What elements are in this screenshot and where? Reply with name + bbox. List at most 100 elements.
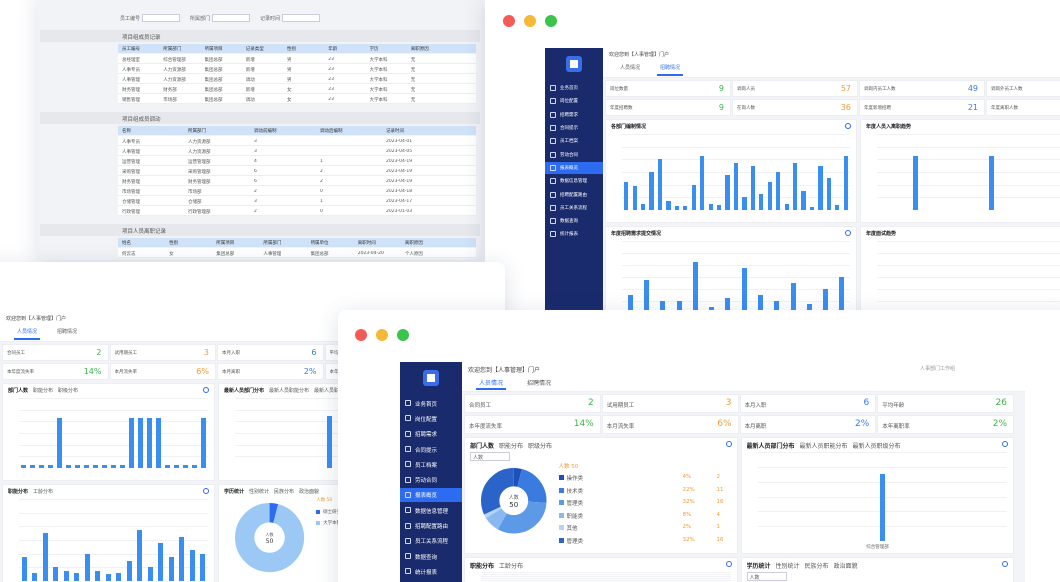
panel-tab[interactable]: 性别统计 — [775, 563, 800, 570]
menu-item[interactable]: 招聘需求 — [545, 109, 603, 121]
header-cell: 调动后编制 — [320, 129, 343, 134]
legend-percent: 32% — [682, 537, 695, 543]
panel-refresh[interactable] — [203, 387, 209, 393]
menu-item[interactable]: 业务首页 — [400, 396, 462, 410]
panel-refresh[interactable] — [725, 561, 732, 567]
panel-tab[interactable]: 政治面貌 — [299, 489, 320, 495]
cell: 人力资源部 — [188, 150, 211, 155]
legend-title: 人数 50 — [316, 498, 333, 503]
menu-label: 数据信息管理 — [415, 508, 449, 515]
menu-item[interactable]: 招聘配置路由 — [400, 518, 462, 532]
panel-tab[interactable]: 政治面貌 — [833, 563, 858, 570]
menu-item[interactable]: 员工档案 — [400, 457, 462, 471]
panel-tab[interactable]: 性别统计 — [249, 489, 270, 495]
menu-item[interactable]: 数据查询 — [400, 549, 462, 563]
menu-item[interactable]: 报表概览 — [545, 161, 603, 175]
stat-label: 年度新增招聘 — [864, 106, 891, 111]
tab[interactable]: 招聘情况 — [527, 380, 552, 387]
cell: 集团总部 — [204, 58, 223, 63]
panel-tab[interactable]: 最新人员部门分布 — [224, 388, 265, 394]
panel-tab[interactable]: 最新人员职能分布 — [799, 443, 848, 450]
panel-refresh[interactable] — [203, 488, 209, 494]
menu-item[interactable]: 报表概览 — [400, 487, 462, 503]
legend-name: 管理类 — [566, 501, 584, 508]
cell: 个人原因 — [404, 252, 423, 257]
panel-refresh[interactable] — [845, 123, 851, 129]
menu-item[interactable]: 统计报表 — [545, 228, 603, 240]
panel-tab[interactable]: 学历统计 — [746, 563, 771, 570]
bar — [183, 465, 188, 468]
panel-tab[interactable]: 年度人员入离职趋势 — [866, 124, 912, 130]
menu-item[interactable]: 合同提示 — [400, 442, 462, 456]
menu-icon — [550, 178, 556, 185]
panel: 职能分布 工龄分布 — [464, 557, 738, 582]
menu-item[interactable]: 统计报表 — [400, 564, 462, 578]
panel-tab[interactable]: 部门人数 — [470, 443, 495, 450]
panel-refresh[interactable] — [845, 230, 851, 236]
panel-refresh[interactable] — [1002, 561, 1008, 567]
header-cell: 离职原因 — [410, 47, 429, 52]
menu-item[interactable]: 数据信息管理 — [400, 503, 462, 517]
legend-name: 管理类 — [566, 539, 584, 545]
panel-tab[interactable]: 民族分布 — [804, 563, 829, 570]
cell: 综合管理部 — [163, 58, 186, 63]
tab[interactable]: 人员情况 — [14, 328, 41, 340]
stat-value: 3 — [725, 397, 732, 408]
panel-tab[interactable]: 部门人数 — [8, 388, 29, 394]
panel-tab[interactable]: 职能分布 — [33, 388, 54, 394]
menu-label: 员工档案 — [560, 139, 578, 145]
panel-tab[interactable]: 各部门编制情况 — [611, 124, 647, 130]
cell: 集团总部 — [310, 252, 329, 257]
bar — [63, 570, 69, 581]
menu-item[interactable]: 数据查询 — [545, 215, 603, 227]
panel-tab[interactable]: 学历统计 — [224, 489, 245, 495]
tab[interactable]: 招聘情况 — [57, 329, 78, 335]
cell: 大学本科 — [369, 58, 388, 63]
bar-chart — [19, 398, 208, 468]
stat-label: 年度招聘数 — [610, 106, 633, 111]
panel-tab[interactable]: 工龄分布 — [33, 489, 54, 495]
menu-item[interactable]: 岗位配置 — [400, 411, 462, 425]
panel-tab[interactable]: 年度面试趋势 — [866, 231, 897, 237]
menu-icon — [405, 476, 411, 483]
panel-select[interactable]: 人数 — [746, 572, 787, 581]
bar — [138, 418, 143, 468]
menu-item[interactable]: 数据信息管理 — [545, 175, 603, 187]
panel-tab[interactable]: 工龄分布 — [499, 563, 524, 570]
panel-tab[interactable]: 职级分布 — [528, 443, 553, 450]
panel-tab[interactable]: 职能分布 — [8, 489, 29, 495]
panel-tab[interactable]: 年度招聘需求提交情况 — [611, 231, 662, 237]
menu-item[interactable]: 岗位配置 — [545, 95, 603, 107]
menu-item[interactable]: 招聘配置路由 — [545, 188, 603, 200]
panel-tab[interactable]: 职能分布 — [470, 563, 495, 570]
bar — [660, 301, 666, 313]
table-row — [118, 64, 476, 74]
panel-select[interactable]: 人数 — [470, 452, 510, 461]
stat-label: 本年离职率 — [882, 423, 910, 430]
grid-line — [622, 146, 850, 148]
panel-tab[interactable]: 最新人员职级分布 — [314, 388, 355, 394]
panel-refresh[interactable] — [725, 441, 732, 447]
panel-tab[interactable]: 职级分布 — [58, 388, 79, 394]
panel-tab[interactable]: 职能分布 — [499, 443, 524, 450]
menu-item[interactable]: 业务首页 — [545, 82, 603, 94]
menu-item[interactable]: 劳动合同 — [400, 473, 462, 487]
tab[interactable]: 招聘情况 — [657, 64, 684, 76]
menu-item[interactable]: 招聘需求 — [400, 427, 462, 441]
menu-item[interactable]: 员工关系流程 — [545, 202, 603, 214]
bar — [95, 570, 101, 581]
panel-tab[interactable]: 最新人员职级分布 — [852, 443, 901, 450]
tab[interactable]: 人员情况 — [476, 378, 507, 390]
panel: 最新人员部门分布 最新人员职能分布 最新人员职级分布 综合管理部 — [740, 437, 1014, 554]
legend-count: 11 — [716, 486, 724, 493]
tab[interactable]: 人员情况 — [620, 65, 641, 71]
menu-item[interactable]: 合同提示 — [545, 122, 603, 134]
menu-item[interactable]: 员工关系流程 — [400, 534, 462, 548]
menu-item[interactable]: 员工档案 — [545, 135, 603, 147]
panel-refresh[interactable] — [1002, 441, 1008, 447]
panel-tab[interactable]: 最新人员职能分布 — [269, 388, 310, 394]
menu-item[interactable]: 劳动合同 — [545, 149, 603, 161]
panel-tab[interactable]: 民族分布 — [274, 489, 295, 495]
bar — [826, 178, 831, 210]
panel-tab[interactable]: 最新人员部门分布 — [746, 443, 795, 450]
